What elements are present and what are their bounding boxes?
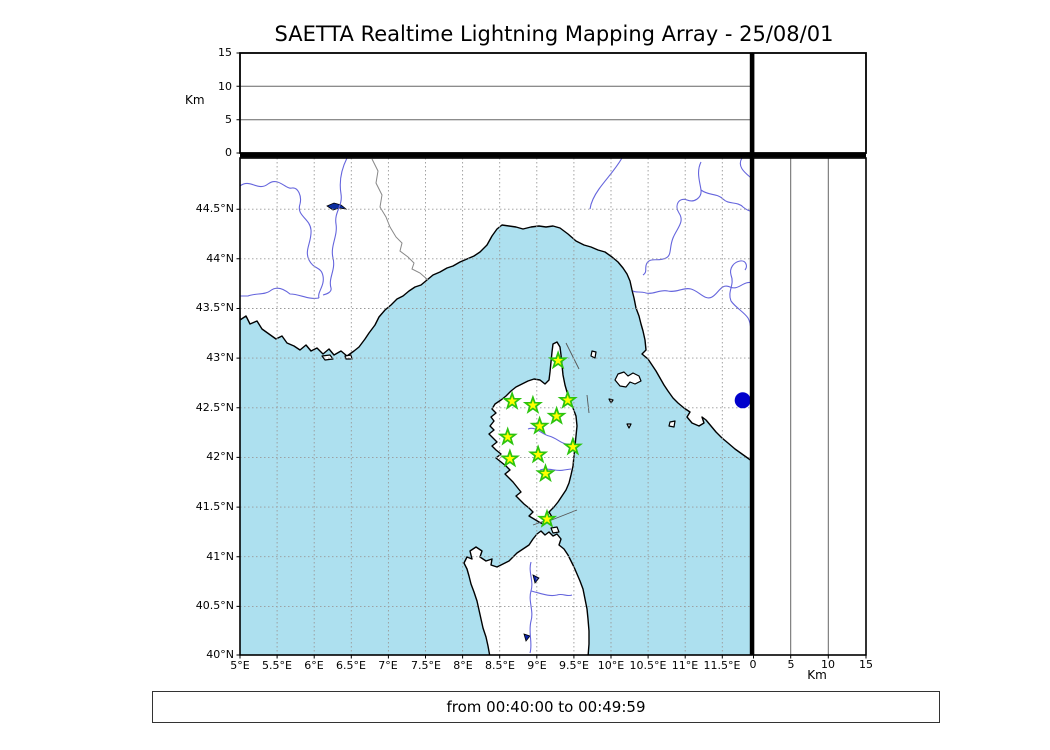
lat-tick-label: 42.5°N: [195, 401, 234, 414]
lake-serre-poncon: [326, 202, 348, 211]
alt-tick-label: 15: [218, 46, 232, 59]
map-graticule: [240, 158, 752, 655]
lon-tick-label: 11.5°E: [703, 659, 741, 672]
sardinia-lake-2: [523, 633, 531, 642]
small-islands: [321, 350, 676, 534]
lon-tick-label: 8°E: [453, 659, 473, 672]
lightning-event-dot: [734, 392, 751, 409]
alt-tick-label: 15: [859, 658, 873, 671]
lat-tick-label: 43.5°N: [195, 301, 234, 314]
lon-tick-label: 10.5°E: [629, 659, 667, 672]
lon-tick-label: 5°E: [230, 659, 250, 672]
lon-tick-label: 9°E: [527, 659, 547, 672]
montecristo-island: [668, 420, 676, 428]
lon-tick-label: 7°E: [378, 659, 398, 672]
tiny-island: [626, 423, 632, 429]
lon-tick-label: 11°E: [671, 659, 699, 672]
alt-tick-label: 5: [787, 658, 795, 671]
time-range-box: from 00:40:00 to 00:49:59: [152, 691, 940, 723]
lat-tick-label: 44.5°N: [195, 202, 234, 215]
lakes: [326, 202, 540, 642]
corsica-landmass: [488, 341, 578, 525]
lat-tick-label: 41.5°N: [195, 500, 234, 513]
alt-tick-label: 0: [749, 658, 757, 671]
country-border: [371, 158, 429, 281]
sardinia-landmass: [463, 530, 590, 655]
lat-tick-label: 40.5°N: [195, 599, 234, 612]
top-altitude-panel: [236, 52, 753, 154]
right-axis-ticks: [753, 655, 867, 659]
alt-tick-label: 0: [225, 146, 232, 159]
lat-tick-label: 40°N: [206, 648, 234, 661]
alt-tick-label: 5: [225, 113, 232, 126]
lon-tick-label: 7.5°E: [411, 659, 441, 672]
figure-title: SAETTA Realtime Lightning Mapping Array …: [274, 22, 834, 46]
thick-divider-horizontal: [240, 153, 866, 158]
stations-layer: [499, 351, 751, 527]
alt-tick-label: 10: [821, 658, 835, 671]
lat-tick-label: 41°N: [206, 550, 234, 563]
map-annotation-lines: [532, 342, 590, 526]
corner-panel: [752, 52, 867, 154]
capraia-island: [590, 350, 597, 359]
maddalena-island: [550, 526, 560, 534]
lat-tick-label: 42°N: [206, 450, 234, 463]
altitude-axis-label-left: Km: [185, 93, 205, 107]
lon-tick-label: 6.5°E: [336, 659, 366, 672]
right-altitude-panel: [752, 157, 867, 659]
alt-tick-label: 10: [218, 80, 232, 93]
thick-divider-vertical: [749, 53, 754, 655]
map-panel: [240, 158, 752, 655]
lon-tick-label: 8.5°E: [485, 659, 515, 672]
lon-tick-label: 6°E: [304, 659, 324, 672]
hyeres-island-2: [344, 354, 353, 360]
lon-tick-label: 5.5°E: [262, 659, 292, 672]
altitude-axis-label-right: Km: [807, 668, 827, 682]
mainland-coast: [240, 158, 752, 463]
altitude-axis-ticks: [236, 52, 240, 154]
lon-tick-label: 10°E: [597, 659, 625, 672]
elba-island: [614, 371, 642, 388]
map-axis-ticks: [236, 208, 723, 659]
hyeres-island-1: [321, 354, 334, 361]
sardinia-lake-1: [532, 574, 540, 584]
lat-tick-label: 43°N: [206, 351, 234, 364]
time-range-label: from 00:40:00 to 00:49:59: [446, 698, 646, 716]
lon-tick-label: 9.5°E: [559, 659, 589, 672]
lat-tick-label: 44°N: [206, 252, 234, 265]
